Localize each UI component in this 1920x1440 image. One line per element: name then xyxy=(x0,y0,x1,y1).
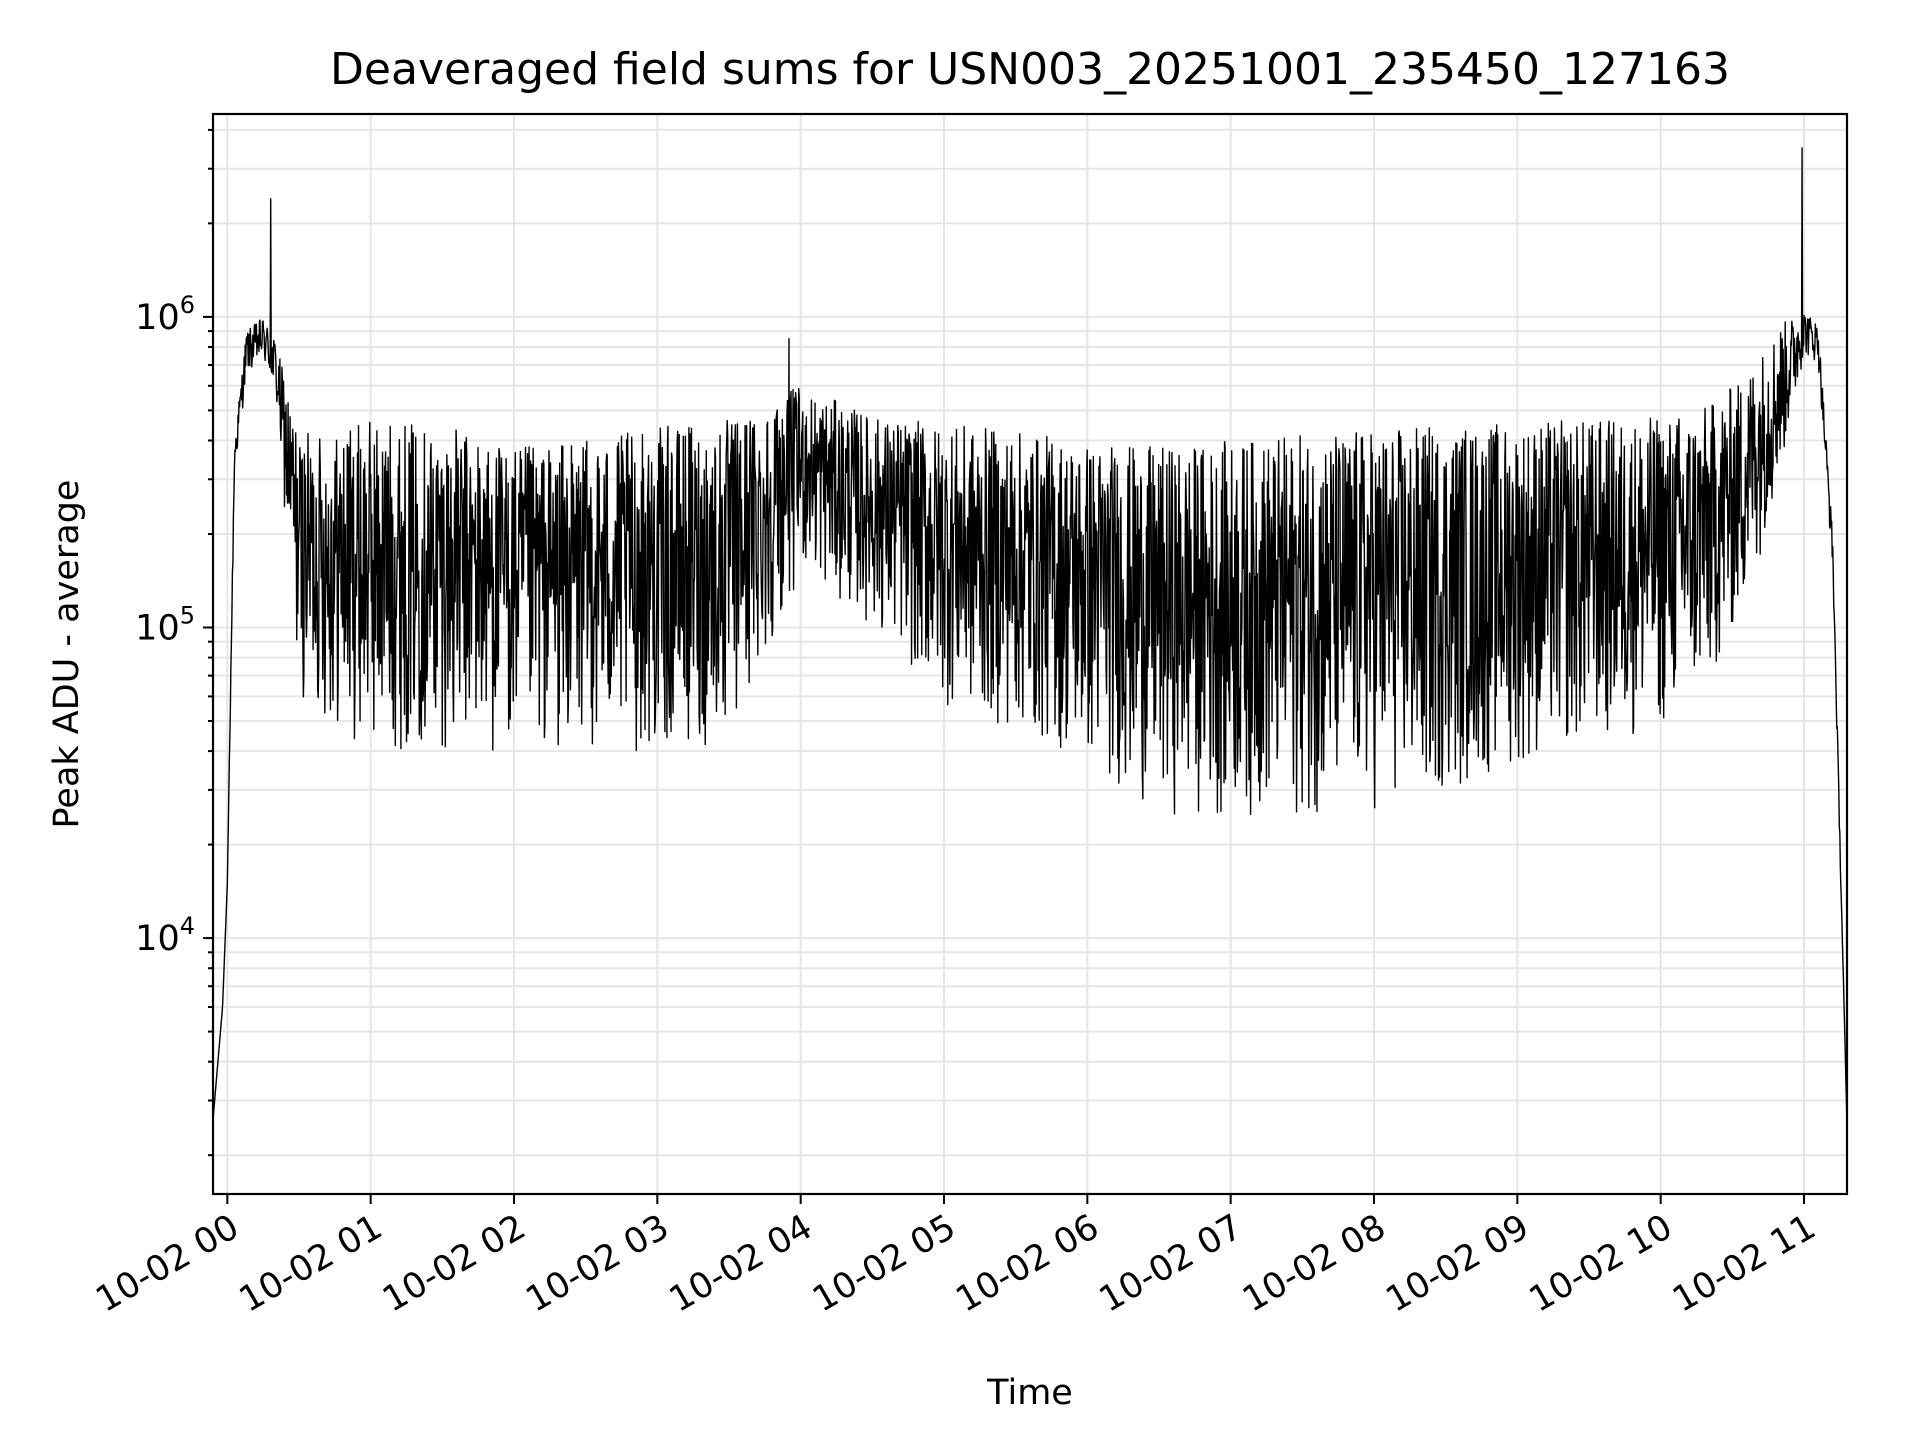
x-tick-label: 10-02 09 xyxy=(1380,1207,1536,1320)
y-tick-label: 106 xyxy=(135,291,195,338)
y-tick-label: 105 xyxy=(135,601,195,648)
series-layer xyxy=(213,147,1847,1126)
y-tick-label: 104 xyxy=(135,912,195,959)
x-tick-label: 10-02 01 xyxy=(233,1207,389,1320)
x-tick-label: 10-02 00 xyxy=(90,1207,246,1320)
plot-frame xyxy=(211,112,1849,1196)
y-axis: 104 105 106 xyxy=(135,128,213,1157)
y-axis-label: Peak ADU - average xyxy=(47,480,87,829)
series-line xyxy=(213,147,1847,1126)
x-tick-label: 10-02 05 xyxy=(806,1207,962,1320)
x-axis-label: Time xyxy=(986,1373,1073,1413)
x-tick-label: 10-02 03 xyxy=(520,1207,676,1320)
x-tick-label: 10-02 07 xyxy=(1093,1207,1249,1320)
grid xyxy=(213,114,1847,1194)
x-tick-label: 10-02 11 xyxy=(1666,1207,1822,1320)
x-tick-label: 10-02 02 xyxy=(376,1207,532,1320)
x-tick-label: 10-02 10 xyxy=(1523,1207,1679,1320)
x-tick-label: 10-02 08 xyxy=(1236,1207,1392,1320)
x-tick-label: 10-02 06 xyxy=(950,1207,1106,1320)
x-tick-label: 10-02 04 xyxy=(663,1207,819,1320)
chart-title: Deaveraged field sums for USN003_2025100… xyxy=(330,44,1730,95)
